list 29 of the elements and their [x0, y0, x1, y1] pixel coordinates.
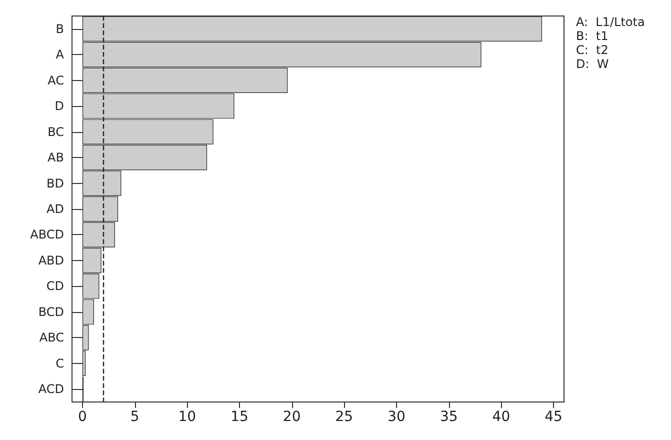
y-tick-label: D — [54, 99, 64, 114]
y-tick-label: AD — [46, 202, 64, 216]
text: D: W — [576, 57, 609, 71]
y-tick-label: AB — [48, 150, 64, 165]
y-tick-label: ACD — [38, 382, 64, 396]
text: B: t1 — [576, 29, 608, 43]
x-tick-label: 25 — [335, 409, 354, 425]
y-tick-label: A — [56, 48, 65, 62]
y-tick-label: ABC — [39, 330, 64, 345]
y-tick-label: ABCD — [30, 228, 64, 242]
y-tick-label: BC — [48, 124, 64, 139]
text: C: t2 — [576, 43, 608, 57]
x-tick-label: 20 — [282, 409, 301, 425]
x-tick-label: 5 — [130, 409, 140, 425]
x-tick-label: 10 — [178, 409, 196, 425]
x-tick-label: 0 — [78, 409, 87, 425]
y-tick-label: C — [56, 356, 64, 370]
x-tick-label: 45 — [544, 409, 562, 425]
x-tick-label: 15 — [230, 409, 248, 425]
x-tick-label: 30 — [388, 409, 406, 425]
x-tick-label: 35 — [440, 409, 458, 425]
y-tick-label: AC — [48, 73, 64, 88]
y-tick-label: BCD — [38, 304, 64, 319]
y-tick-label: BD — [46, 176, 64, 190]
x-tick-label: 40 — [492, 409, 510, 425]
y-tick-label: B — [56, 22, 64, 36]
y-tick-label: CD — [46, 279, 64, 294]
y-tick-label: ABD — [38, 253, 64, 268]
text: A: L1/Ltota — [576, 15, 645, 29]
